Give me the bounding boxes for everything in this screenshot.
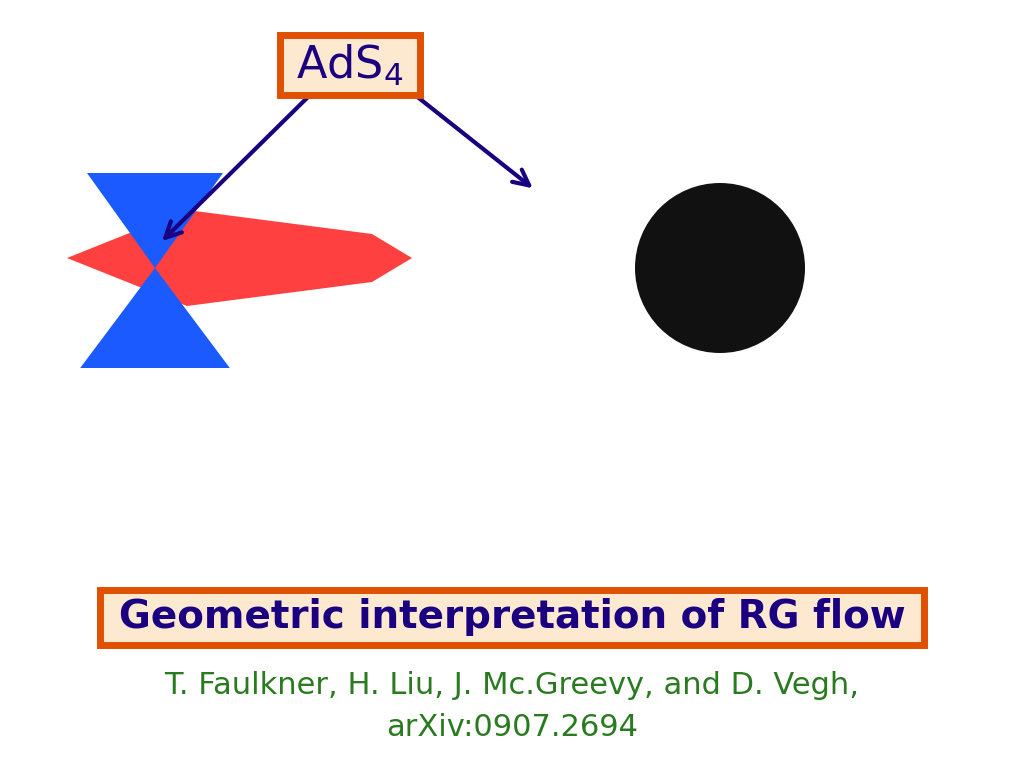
Text: Geometric interpretation of RG flow: Geometric interpretation of RG flow — [119, 598, 905, 637]
Text: T. Faulkner, H. Liu, J. Mc.Greevy, and D. Vegh,: T. Faulkner, H. Liu, J. Mc.Greevy, and D… — [165, 670, 859, 700]
Polygon shape — [67, 210, 412, 306]
Text: arXiv:0907.2694: arXiv:0907.2694 — [386, 713, 638, 743]
FancyBboxPatch shape — [280, 35, 420, 95]
Text: $\mathrm{AdS_4}$: $\mathrm{AdS_4}$ — [296, 42, 403, 88]
Circle shape — [635, 183, 805, 353]
Polygon shape — [87, 173, 223, 268]
Polygon shape — [80, 268, 229, 368]
FancyBboxPatch shape — [100, 590, 924, 645]
